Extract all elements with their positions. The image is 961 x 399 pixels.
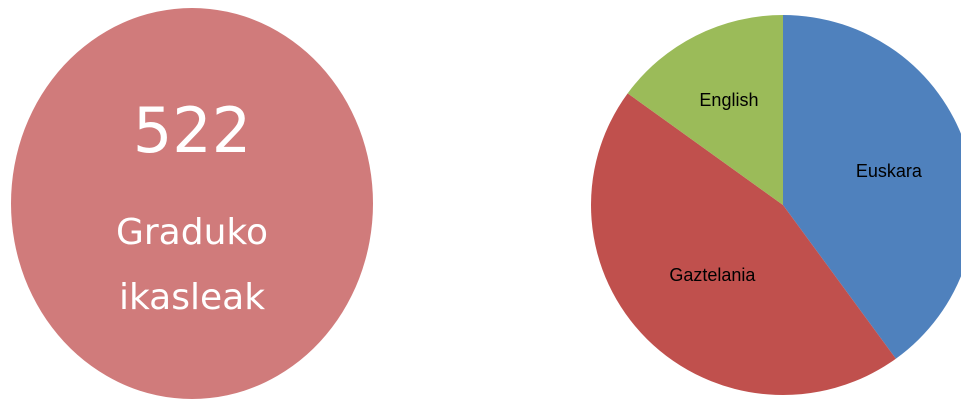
pie-label-gaztelania: Gaztelania — [669, 265, 756, 285]
pie-slice-euskara — [783, 15, 961, 359]
pie-slice-english — [627, 15, 783, 205]
graduates-circle: 522 Graduko ikasleak — [11, 8, 373, 399]
language-pie-chart: Euskara Gaztelania English — [590, 15, 961, 396]
graduates-label-line1: Graduko — [115, 212, 268, 253]
graduates-count: 522 — [132, 94, 252, 167]
graduates-label-line2: ikasleak — [118, 277, 266, 318]
pie-label-euskara: Euskara — [856, 161, 923, 181]
pie-label-english: English — [699, 90, 758, 110]
pie-slice-gaztelania — [590, 93, 896, 396]
